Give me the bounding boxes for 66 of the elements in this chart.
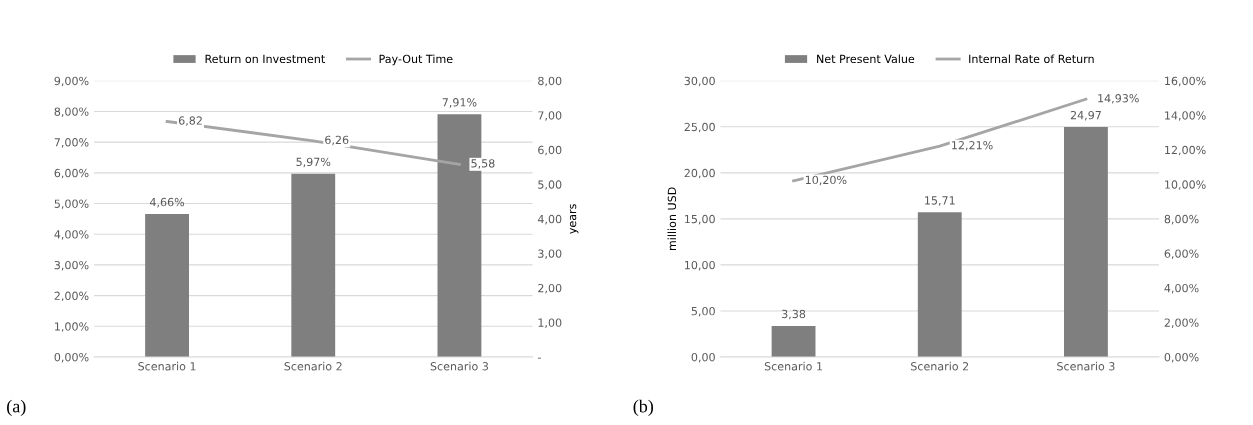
y-tick-label: 8,00% [54,107,89,117]
data-label: 24,97 [1070,110,1101,121]
y2-tick-label: 2,00 [538,283,562,294]
y-tick-label: 3,00% [54,260,89,271]
data-label: 7,91% [442,98,477,108]
y2-axis-title: years [569,204,579,234]
y2-tick-label: 1,00 [538,318,562,328]
y-tick-label: 30,00 [684,76,715,87]
y2-tick-label: 4,00% [1164,283,1199,294]
x-tick-label: Scenario 3 [430,361,488,371]
bar [771,325,816,357]
y2-tick-label: 2,00% [1164,318,1199,328]
y-tick-label: 20,00 [684,168,715,179]
x-tick-label: Scenario 2 [284,361,342,371]
data-label: 6,82 [178,116,202,126]
y-tick-label: 7,00% [54,138,89,148]
y-tick-label: 1,00% [55,322,89,332]
legend-label: Net Present Value [817,54,915,64]
x-tick-label: Scenario 3 [1057,361,1115,371]
data-label: 4,66% [149,197,185,208]
y2-tick-label: 7,00 [538,111,562,121]
y-tick-label: 9,00% [54,76,89,87]
bar [1064,127,1108,357]
bar [291,173,336,357]
x-tick-label: Scenario 2 [911,361,969,371]
data-label: 5,97% [296,157,331,168]
y-tick-label: 6,00% [54,168,89,179]
data-label: 14,93% [1098,94,1139,104]
y2-tick-label: 16,00% [1165,76,1206,87]
x-tick-label: Scenario 1 [764,361,822,371]
bar [145,213,189,357]
x-tick-label: Scenario 1 [138,361,196,371]
data-label: 12,21% [952,141,993,151]
y-tick-label: 4,00% [54,230,89,240]
data-label: 5,58 [471,159,495,169]
y2-tick-label: 6,00 [538,145,562,156]
y2-tick-label: 0,00% [1164,352,1199,363]
y-tick-label: 25,00 [684,122,715,133]
y-axis-title: million USD [667,187,677,251]
legend-label: Pay-Out Time [379,54,453,66]
y-tick-label: 2,00% [54,291,89,302]
data-label: 15,71 [925,196,955,206]
y2-tick-label: - [537,357,541,359]
y2-tick-label: 6,00% [1164,249,1199,259]
y-tick-label: 15,00 [685,214,715,225]
y2-tick-label: 12,00% [1165,145,1206,156]
y-tick-label: 0,00% [54,352,89,363]
y-tick-label: 5,00% [54,199,89,210]
y2-tick-label: 10,00% [1165,180,1206,190]
y-tick-label: 0,00 [691,352,715,363]
y2-tick-label: 4,00 [537,214,562,225]
data-label: 6,26 [325,135,349,146]
y-tick-label: 5,00 [691,306,715,317]
text: (a) [7,399,26,417]
bar [917,212,962,357]
y2-tick-label: 3,00 [538,249,562,259]
y2-tick-label: 14,00% [1165,111,1206,121]
legend-label: Return on Investment [205,54,325,64]
y-tick-label: 10,00 [685,260,715,271]
legend-label: Internal Rate of Return [969,54,1094,64]
y2-tick-label: 8,00 [538,76,562,87]
y2-tick-label: 5,00 [538,180,562,190]
y2-tick-label: 8,00% [1164,214,1199,225]
data-label: 3,38 [782,309,806,320]
data-label: 10,20% [805,175,847,186]
text: (b) [633,399,654,417]
